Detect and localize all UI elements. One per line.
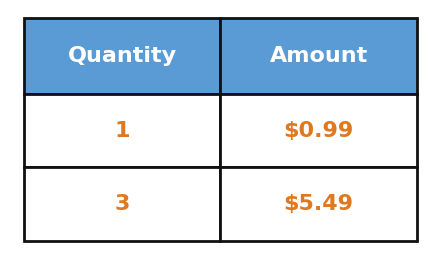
Text: 1: 1 [115, 121, 130, 141]
Bar [220, 167, 417, 241]
Bar [220, 94, 417, 167]
Bar [24, 167, 220, 241]
Text: $0.99: $0.99 [284, 121, 354, 141]
Bar [220, 18, 417, 94]
Text: Quantity: Quantity [68, 46, 177, 66]
Bar [24, 18, 220, 94]
Bar [24, 94, 220, 167]
Text: Amount: Amount [269, 46, 368, 66]
Text: $5.49: $5.49 [284, 194, 354, 214]
Text: 3: 3 [115, 194, 130, 214]
